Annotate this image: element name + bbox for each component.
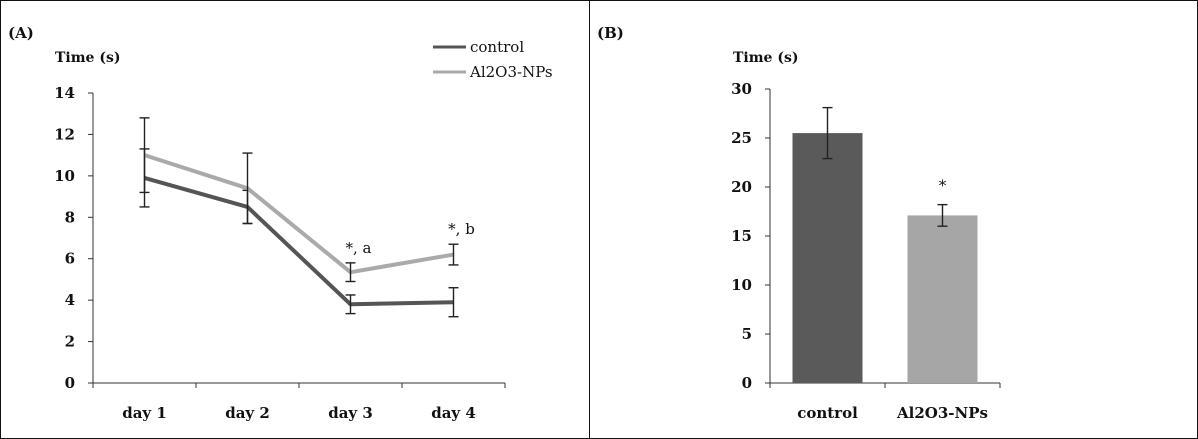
y-tick-label: 20 [731,178,752,196]
legend-label: Al2O3-NPs [469,63,553,81]
panel-b-y-axis-title: Time (s) [733,50,798,66]
significance-annotation: * [939,177,947,195]
panel-b-label: (B) [597,24,624,42]
line-chart-a: 0 2 4 6 8 10 12 14 day 1 day 2 day 3 day 4 *, a *, b c… [54,38,552,422]
x-tick-label: Al2O3-NPs [896,404,988,422]
y-tick-label: 5 [742,325,752,343]
panel-a-y-axis-title: Time (s) [55,50,120,66]
error-bar [139,117,150,194]
bar-chart-b: 0 5 10 15 20 25 30 control Al2O3-NPs * [731,80,1001,422]
error-bar [242,152,253,225]
y-tick-label: 10 [731,276,752,294]
y-tick-label: 0 [65,374,75,392]
y-tick-label: 2 [65,333,75,351]
y-tick-label: 4 [65,291,75,309]
error-bar [448,243,459,266]
significance-annotation: *, b [448,220,475,238]
error-bar [937,203,948,227]
y-tick-label: 30 [731,80,752,98]
y-tick-label: 14 [54,84,75,102]
legend-label: control [470,38,524,56]
series-line-control [143,176,454,307]
x-tick-label: day 4 [431,404,476,422]
y-tick-label: 8 [65,208,75,226]
y-tick-label: 12 [54,125,75,143]
error-bar [345,294,356,315]
y-tick-label: 25 [731,129,752,147]
bar-control [792,133,863,383]
x-tick-label: day 2 [225,404,270,422]
bar-al2o3-nps [907,215,978,383]
significance-annotation: *, a [346,239,372,257]
y-tick-label: 6 [65,250,75,268]
series-line-al2o3-nps [143,153,454,275]
x-tick-label: day 1 [122,404,167,422]
y-tick-label: 15 [731,227,752,245]
x-tick-label: day 3 [328,404,373,422]
y-tick-label: 0 [742,374,752,392]
panel-b-frame [589,0,1198,439]
y-tick-label: 10 [54,167,75,185]
x-tick-label: control [797,404,858,422]
panel-a-label: (A) [8,24,34,42]
error-bar [448,287,459,318]
error-bar [345,262,356,283]
error-bar [822,106,833,160]
